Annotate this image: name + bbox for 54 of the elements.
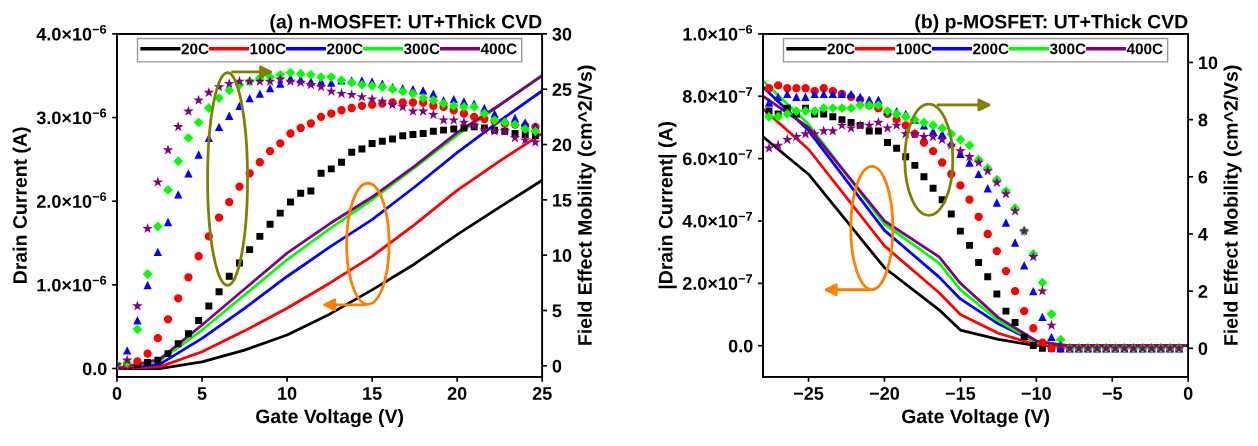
legend-label: 300C (403, 43, 440, 55)
x-tick-label: −20 (869, 387, 900, 400)
y-tick-label: 2.0×10$^{−7}$ (682, 274, 753, 290)
y-tick-label: 1.0×10$^{−6}$ (37, 275, 107, 292)
y2-tick-label: 30 (552, 27, 572, 41)
legend-label: 100C (250, 43, 286, 55)
x-tick-label: 15 (363, 387, 382, 400)
y-tick-label: 4.0×10$^{−7}$ (682, 211, 753, 228)
x-tick-label: −25 (793, 387, 824, 400)
y2-tick-label: 15 (553, 193, 572, 207)
x-tick-label: −5 (1102, 387, 1123, 400)
y2-tick-label: 10 (1199, 56, 1218, 70)
chart-title: (a) n-MOSFET: UT+Thick CVD (270, 14, 542, 33)
y-tick-label: 0.0 (728, 339, 753, 353)
y2-axis-title: Field Effect Mobility (cm^2/Vs) (577, 65, 596, 345)
y2-tick-label: 10 (553, 249, 572, 262)
y2-tick-label: 8 (1198, 113, 1208, 127)
y-tick-label: 4.0×10$^{−6}$ (36, 24, 107, 41)
legend-label: 400C (480, 43, 517, 55)
x-tick-label: −10 (1021, 387, 1051, 400)
x-tick-label: 20 (447, 387, 467, 400)
x-tick-label: 0 (112, 387, 122, 400)
legend-label: 200C (973, 43, 1009, 55)
y-axis-title: Drain Current (A) (12, 127, 31, 283)
legend-label: 20C (827, 43, 855, 55)
x-tick-label: 25 (532, 387, 552, 400)
x-axis-title: Gate Voltage (V) (256, 408, 404, 428)
x-tick-label: 5 (197, 387, 207, 400)
chart-title: (b) p-MOSFET: UT+Thick CVD (915, 14, 1188, 33)
y2-axis-title: Field Effect Mobility (cm^2/Vs) (1223, 65, 1242, 345)
y2-tick-label: 25 (552, 83, 572, 96)
legend-label: 100C (896, 43, 932, 55)
y2-tick-label: 6 (1198, 170, 1208, 184)
y2-tick-label: 4 (1198, 228, 1208, 241)
legend-label: 200C (327, 43, 363, 55)
y2-tick-label: 2 (1198, 285, 1208, 298)
legend-label: 300C (1049, 43, 1086, 55)
y2-tick-label: 0 (552, 359, 562, 373)
y-tick-label: 1.0×10$^{−6}$ (683, 24, 753, 41)
y2-tick-label: 5 (552, 304, 562, 318)
y-tick-label: 8.0×10$^{−7}$ (682, 87, 753, 103)
y-tick-label: 6.0×10$^{−7}$ (682, 149, 753, 166)
y-tick-label: 0.0 (82, 362, 107, 376)
y-axis-title: |Drain Current| (A) (658, 122, 677, 289)
x-axis-title: Gate Voltage (V) (902, 408, 1049, 428)
y2-tick-label: 0 (1198, 342, 1208, 356)
y2-tick-label: 20 (552, 138, 572, 152)
x-tick-label: −15 (945, 387, 976, 400)
legend-label: 400C (1126, 43, 1163, 55)
y-tick-label: 2.0×10$^{−6}$ (36, 192, 107, 208)
y-tick-label: 3.0×10$^{−6}$ (36, 108, 107, 125)
legend-label: 20C (181, 43, 209, 55)
x-tick-label: 0 (1183, 387, 1193, 400)
x-tick-label: 10 (278, 387, 297, 400)
